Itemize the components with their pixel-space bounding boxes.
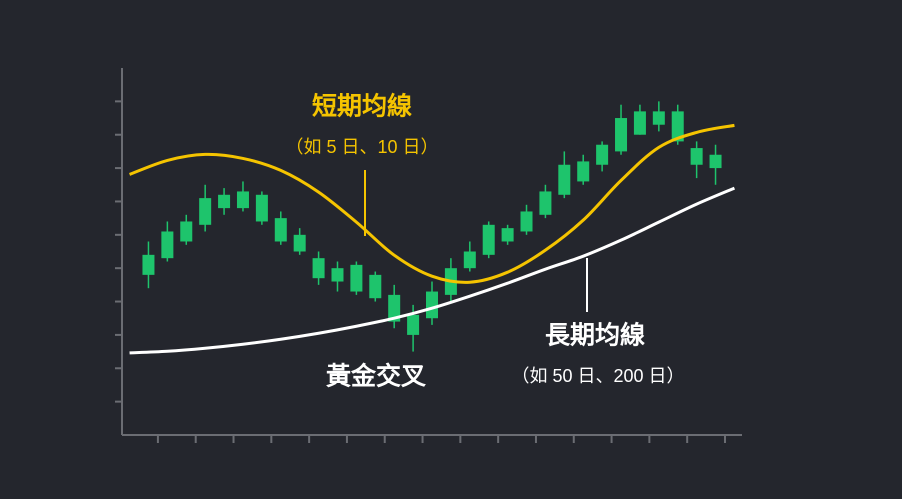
candle-body (236, 191, 249, 209)
candle-body (596, 144, 609, 165)
candle-body (709, 154, 722, 169)
candle-body (142, 254, 155, 275)
candle-body (671, 111, 684, 142)
candle-body (274, 218, 287, 242)
candle-body (180, 221, 193, 242)
candle-body (312, 258, 325, 279)
candle-body (463, 251, 476, 269)
candle-body (558, 164, 571, 195)
candle-body (407, 314, 420, 335)
golden-cross-label: 黃金交叉 (326, 362, 426, 391)
candle-body (615, 118, 628, 152)
candle-body (520, 211, 533, 232)
candle-body (218, 194, 231, 209)
short-ma-label: 短期均線 (312, 92, 412, 121)
candle-body (199, 198, 212, 225)
candle-body (255, 194, 268, 222)
candle-body (293, 234, 306, 252)
candle-body (388, 294, 401, 322)
candle-body (690, 148, 703, 165)
candle-body (426, 291, 438, 319)
candle-body (633, 111, 646, 135)
candle-body (501, 228, 514, 242)
candle-body (577, 161, 590, 182)
short-ma-note: （如 5 日、10 日） (285, 137, 438, 157)
long-ma-note: （如 50 日、200 日） (511, 366, 684, 386)
candle-body (161, 231, 174, 259)
candle-body (482, 224, 495, 255)
moving-average-line (129, 123, 735, 284)
long-ma-label: 長期均線 (545, 321, 645, 350)
candle-body (350, 264, 363, 292)
candle-body (652, 111, 665, 125)
candle-body (539, 191, 552, 215)
moving-average-line (129, 186, 736, 355)
candle-body (331, 268, 344, 282)
candle-body (369, 274, 382, 299)
marks (115, 100, 736, 443)
